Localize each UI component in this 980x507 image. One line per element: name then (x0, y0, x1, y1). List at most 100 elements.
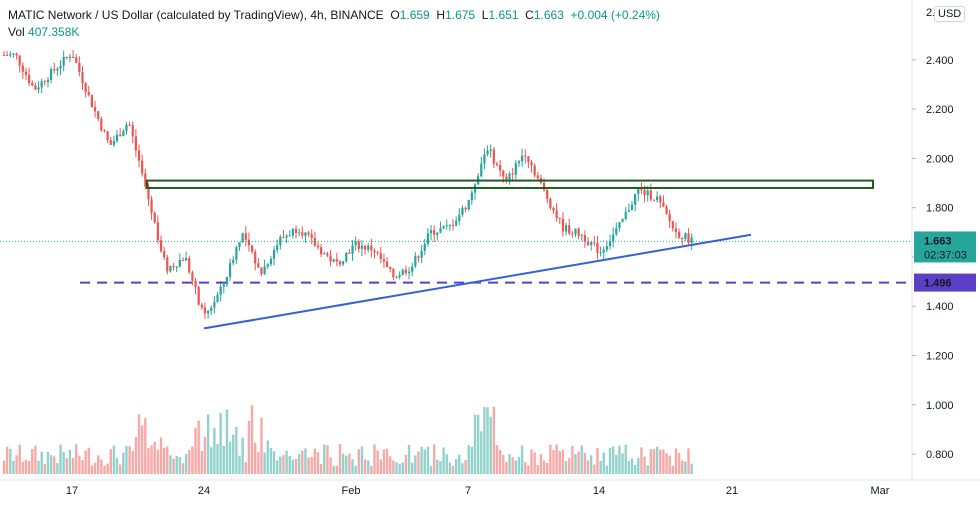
candle-body (244, 233, 247, 240)
candle-body (6, 54, 9, 56)
volume-bar (250, 405, 254, 474)
candle-body (395, 276, 398, 278)
volume-bar (137, 414, 141, 474)
candle-body (178, 259, 181, 267)
open-value: 1.659 (399, 8, 430, 22)
volume-bar (586, 460, 590, 474)
volume-bar (596, 447, 599, 474)
volume-bar (517, 456, 521, 474)
volume-bar (605, 465, 609, 474)
volume-bar (31, 448, 34, 474)
volume-bar (128, 446, 131, 474)
volume-bar (301, 450, 304, 474)
volume-bar (530, 449, 533, 474)
volume-bar (458, 454, 461, 474)
volume-bar (492, 406, 496, 474)
candle-body (382, 259, 386, 262)
volume-bar (615, 454, 618, 474)
volume-value: 407.358K (28, 25, 80, 39)
close-value: 1.663 (533, 8, 564, 22)
volume-bar (643, 456, 646, 474)
legend-row-ohlc: MATIC Network / US Dollar (calculated by… (8, 7, 660, 23)
candle-body (81, 72, 84, 84)
candle-body (12, 53, 15, 55)
volume-bar (662, 449, 665, 474)
candle-body (119, 134, 122, 137)
volume-bar (542, 460, 546, 474)
candle-body (301, 232, 304, 236)
candle-body (191, 272, 194, 281)
volume-bar (18, 444, 21, 474)
time-axis[interactable]: 17 24 Feb 7 14 21 Mar (0, 479, 980, 497)
candle-body (307, 232, 310, 235)
volume-bar (87, 447, 90, 474)
candle-body (442, 226, 445, 229)
candle-body (279, 236, 282, 246)
candle-body (225, 277, 229, 285)
volume-bar (225, 409, 229, 474)
volume-bar (382, 449, 386, 474)
resistance-zone (146, 179, 874, 189)
volume-bar (326, 445, 329, 474)
candle-body (646, 190, 649, 196)
volume-bar (97, 455, 100, 474)
change-value: +0.004 (+0.24%) (570, 8, 660, 22)
volume-bar (272, 451, 276, 474)
candle-body (194, 280, 197, 287)
volume-bar (81, 460, 84, 474)
price-tick-label: 2. (926, 7, 935, 19)
volume-bar (602, 452, 605, 474)
candle-body (109, 140, 112, 145)
volume-bar (90, 465, 94, 474)
volume-bar (348, 453, 351, 474)
volume-bar (464, 460, 467, 474)
candle-body (549, 198, 552, 208)
volume-bar (49, 455, 53, 474)
candle-body (266, 264, 269, 267)
currency-button[interactable]: USD (934, 6, 966, 22)
volume-bar (549, 444, 552, 474)
volume-bar (621, 453, 624, 474)
volume-bar (448, 462, 452, 474)
candle-body (558, 218, 561, 220)
volume-bar (210, 447, 213, 474)
candle-body (681, 237, 684, 239)
candle-body (141, 160, 144, 174)
candle-body (678, 231, 681, 238)
volume-bar (169, 455, 172, 474)
volume-bar (476, 414, 480, 474)
volume-bar (235, 426, 238, 474)
volume-bar (78, 455, 81, 474)
volume-bar (624, 444, 627, 474)
candle-body (527, 156, 530, 163)
candle-body (269, 258, 272, 265)
volume-bar (414, 455, 417, 474)
candle-body (583, 235, 586, 242)
candle-body (615, 228, 618, 235)
volume-bar (417, 451, 420, 474)
volume-bar (505, 461, 508, 474)
candle-body (577, 228, 580, 236)
candle-body (285, 235, 288, 238)
candle-body (524, 155, 527, 157)
volume-bar (473, 414, 477, 474)
candle-body (9, 54, 12, 56)
volume-bar (511, 457, 514, 474)
price-axis[interactable]: 2.4002.2002.0001.8001.6001.4001.2001.000… (911, 0, 976, 480)
candle-body (662, 202, 665, 207)
candle-body (329, 255, 332, 262)
candle-body (238, 242, 241, 248)
volume-bar (640, 447, 643, 474)
volume-bar (555, 444, 558, 474)
candle-body (147, 186, 150, 200)
candle-body (134, 136, 137, 151)
candle-body (345, 252, 348, 262)
candle-body (188, 258, 191, 273)
candle-body (232, 259, 235, 264)
volume-bar (228, 441, 232, 474)
volume-bar (213, 428, 216, 474)
volume-bar (288, 456, 291, 474)
volume-bar (646, 465, 649, 474)
candle-body (470, 192, 473, 200)
